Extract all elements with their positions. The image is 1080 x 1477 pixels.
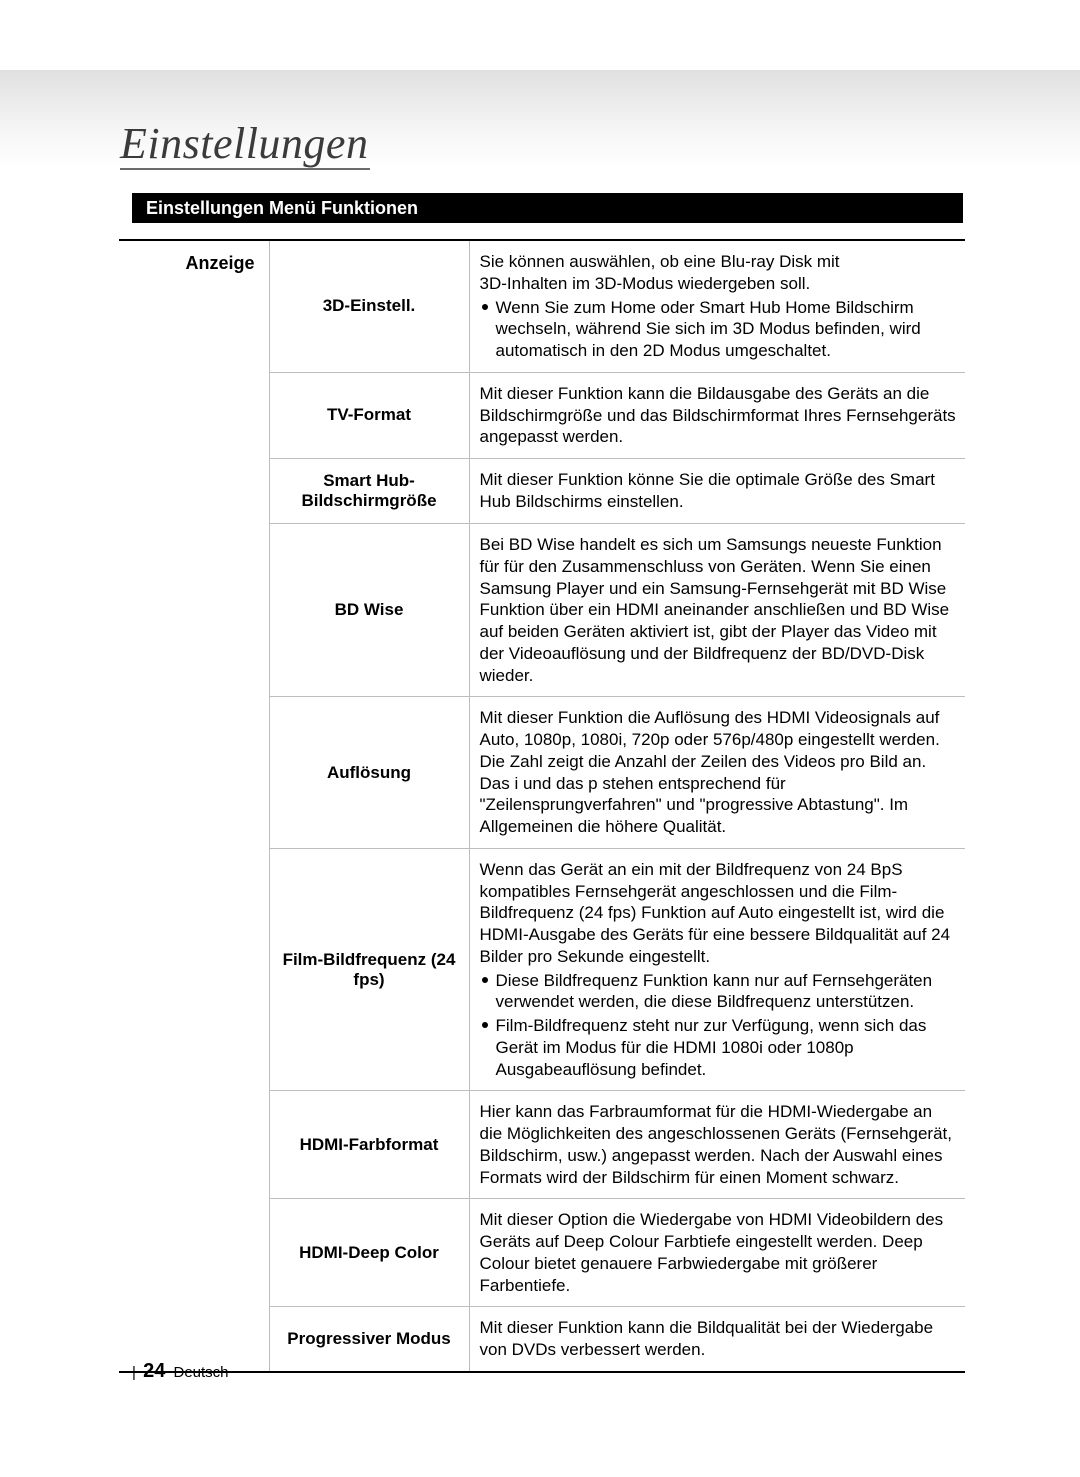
- setting-name: HDMI-Farbformat: [269, 1091, 469, 1199]
- bullet-item: Wenn Sie zum Home oder Smart Hub Home Bi…: [480, 297, 960, 362]
- setting-name: TV-Format: [269, 372, 469, 458]
- settings-table: Anzeige3D-Einstell.Sie können auswählen,…: [119, 239, 965, 1373]
- setting-description: Mit dieser Funktion die Auflösung des HD…: [469, 697, 965, 849]
- page-title: Einstellungen: [120, 118, 368, 169]
- bullet-item: Film-Bildfrequenz steht nur zur Verfügun…: [480, 1015, 960, 1080]
- setting-name: 3D-Einstell.: [269, 241, 469, 372]
- setting-description: Hier kann das Farbraumformat für die HDM…: [469, 1091, 965, 1199]
- category-cell: Anzeige: [119, 241, 269, 1371]
- setting-description: Wenn das Gerät an ein mit der Bildfreque…: [469, 848, 965, 1091]
- page-footer: | 24 Deutsch: [132, 1360, 229, 1383]
- setting-description: Mit dieser Funktion könne Sie die optima…: [469, 459, 965, 524]
- setting-name: Auflösung: [269, 697, 469, 849]
- setting-description: Mit dieser Funktion kann die Bildqualitä…: [469, 1307, 965, 1371]
- setting-name: Film-Bildfrequenz (24 fps): [269, 848, 469, 1091]
- setting-description: Bei BD Wise handelt es sich um Samsungs …: [469, 524, 965, 697]
- setting-description: Sie können auswählen, ob eine Blu-ray Di…: [469, 241, 965, 372]
- title-underline: [120, 168, 370, 170]
- section-header-bar: Einstellungen Menü Funktionen: [132, 193, 963, 223]
- manual-page: Einstellungen Einstellungen Menü Funktio…: [0, 0, 1080, 1477]
- setting-name: Smart Hub-Bildschirmgröße: [269, 459, 469, 524]
- language-label: Deutsch: [174, 1364, 229, 1381]
- setting-name: BD Wise: [269, 524, 469, 697]
- bullet-item: Diese Bildfrequenz Funktion kann nur auf…: [480, 970, 960, 1014]
- setting-description: Mit dieser Option die Wiedergabe von HDM…: [469, 1199, 965, 1307]
- table-row: Anzeige3D-Einstell.Sie können auswählen,…: [119, 241, 965, 372]
- footer-divider: |: [132, 1364, 136, 1381]
- setting-name: Progressiver Modus: [269, 1307, 469, 1371]
- bullet-list: Wenn Sie zum Home oder Smart Hub Home Bi…: [480, 297, 960, 362]
- page-number: 24: [143, 1360, 165, 1382]
- setting-description: Mit dieser Funktion kann die Bildausgabe…: [469, 372, 965, 458]
- bullet-list: Diese Bildfrequenz Funktion kann nur auf…: [480, 970, 960, 1081]
- setting-name: HDMI-Deep Color: [269, 1199, 469, 1307]
